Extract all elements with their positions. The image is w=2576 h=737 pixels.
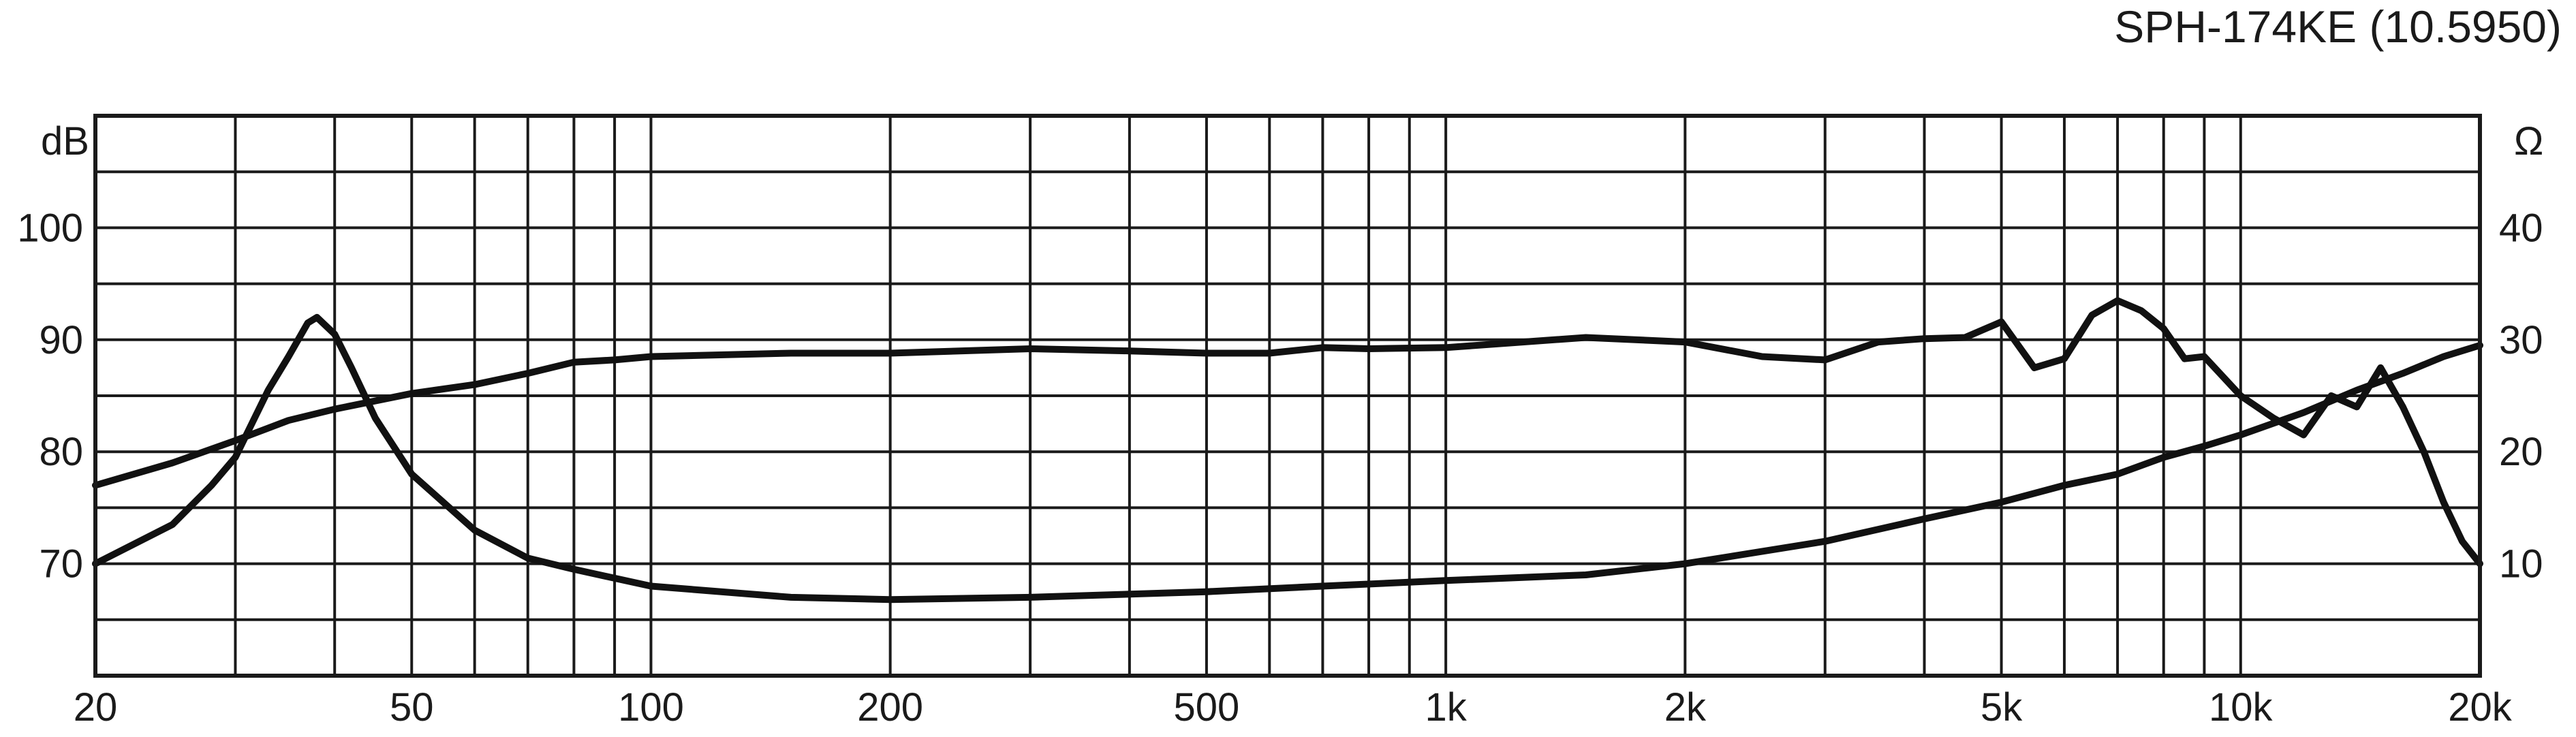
y-right-tick-label: 30 <box>2499 318 2543 362</box>
impedance-curve <box>92 313 2483 603</box>
x-tick-label: 100 <box>618 685 684 730</box>
y-left-tick-label: 70 <box>39 542 83 586</box>
x-tick-label: 2k <box>1664 685 1707 730</box>
y-right-tick-label: 40 <box>2499 206 2543 250</box>
grid-lines <box>95 116 2480 676</box>
chart-title: SPH-174KE (10.5950) <box>2114 1 2562 52</box>
x-tick-label: 1k <box>1425 685 1467 730</box>
y-right-tick-label: 10 <box>2499 542 2543 586</box>
x-tick-label: 5k <box>1981 685 2023 730</box>
y-left-tick-label: 80 <box>39 430 83 474</box>
x-tick-label: 20k <box>2448 685 2513 730</box>
y-right-unit-label: Ω <box>2514 119 2543 163</box>
x-tick-label: 500 <box>1174 685 1240 730</box>
plot-frame <box>93 114 2482 678</box>
x-tick-label: 20 <box>74 685 118 730</box>
x-tick-label: 10k <box>2209 685 2274 730</box>
y-left-tick-label: 100 <box>17 206 83 250</box>
spl-curve <box>92 297 2483 567</box>
tick-labels: 20 50 100 200 500 1k 2k 5k 10k 20k 70 80 90 100 10 20 30… <box>17 206 2543 730</box>
y-left-tick-label: 90 <box>39 318 83 362</box>
x-tick-label: 50 <box>390 685 434 730</box>
series-lines <box>92 297 2483 603</box>
y-right-tick-label: 20 <box>2499 430 2543 474</box>
y-left-unit-label: dB <box>41 119 89 163</box>
x-tick-label: 200 <box>857 685 923 730</box>
